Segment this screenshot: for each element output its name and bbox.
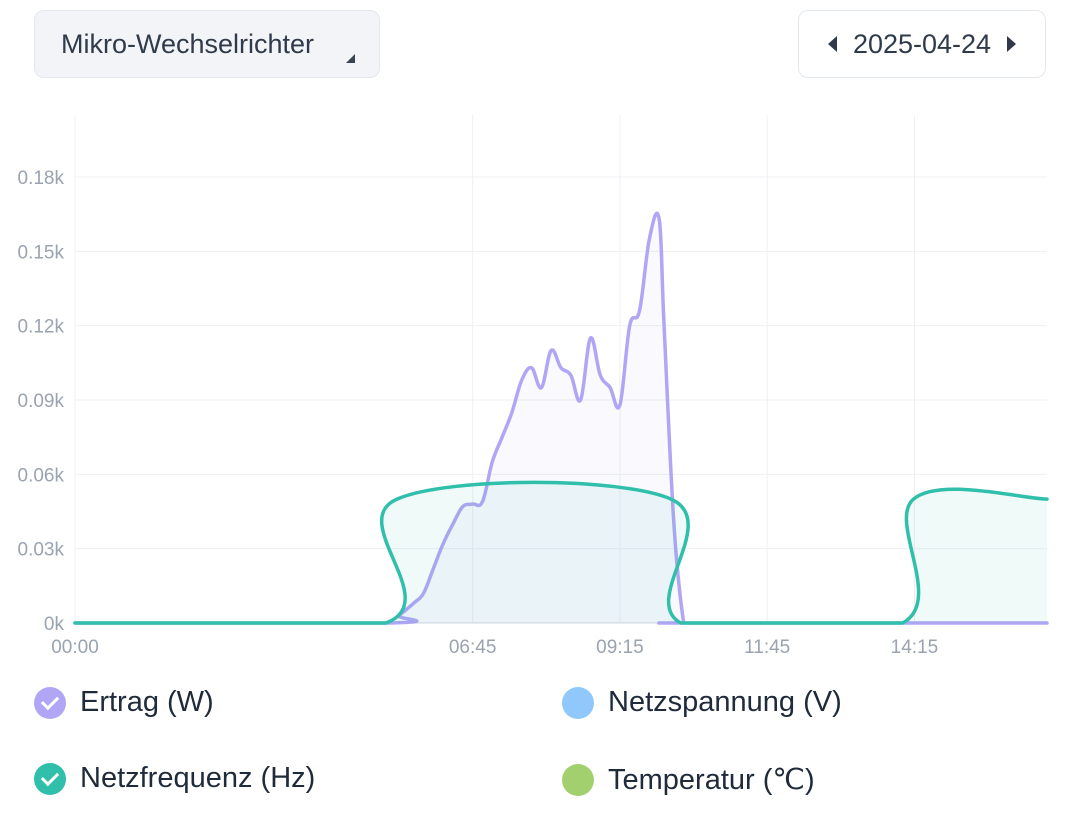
y-tick-label: 0.06k (18, 465, 65, 486)
y-tick-label: 0k (44, 614, 65, 635)
y-tick-label: 0.15k (18, 242, 65, 263)
legend-label: Netzfrequenz (Hz) (80, 762, 316, 794)
y-tick-label: 0.03k (18, 540, 65, 561)
y-tick-label: 0.18k (18, 168, 65, 189)
dropdown-caret-icon (346, 54, 355, 63)
legend-dot-icon (562, 686, 594, 719)
chart: 0k 0.03k 0.06k 0.09k 0.12k 0.15k 0.18k 00:00 06:… (18, 115, 1049, 658)
series-area-ertrag-w (75, 213, 1047, 623)
x-tick-label: 00:00 (51, 637, 99, 658)
checkmark-icon (34, 686, 66, 719)
x-tick-label: 11:45 (744, 637, 790, 658)
series-line-ertrag-w (73, 211, 1049, 625)
date-label[interactable]: 2025-04-24 (852, 28, 992, 59)
legend-item[interactable]: Netzspannung (V) (562, 686, 842, 719)
x-tick-label: 06:45 (449, 637, 497, 658)
next-day-icon[interactable] (1007, 36, 1017, 52)
legend-label: Netzspannung (V) (608, 686, 842, 718)
checkmark-icon (34, 762, 66, 795)
legend-item[interactable]: Ertrag (W) (34, 686, 214, 719)
prev-day-icon[interactable] (827, 36, 837, 52)
x-tick-label: 09:15 (596, 637, 644, 658)
y-tick-label: 0.09k (18, 391, 65, 412)
device-select-label: Mikro-Wechselrichter (61, 28, 315, 59)
x-tick-label: 14:15 (891, 637, 939, 658)
y-tick-label: 0.12k (18, 317, 65, 338)
series-area-netzfrequenz-hz (75, 482, 1047, 623)
legend-item[interactable]: Netzfrequenz (Hz) (34, 762, 315, 795)
legend-dot-icon (562, 763, 594, 796)
legend-item[interactable]: Temperatur (℃) (562, 762, 815, 797)
date-picker: 2025-04-24 (798, 10, 1046, 78)
legend-label: Ertrag (W) (80, 686, 214, 718)
legend-label: Temperatur (℃) (608, 764, 815, 796)
series-line-netzfrequenz-hz (73, 480, 1049, 625)
device-select[interactable]: Mikro-Wechselrichter (34, 10, 380, 78)
